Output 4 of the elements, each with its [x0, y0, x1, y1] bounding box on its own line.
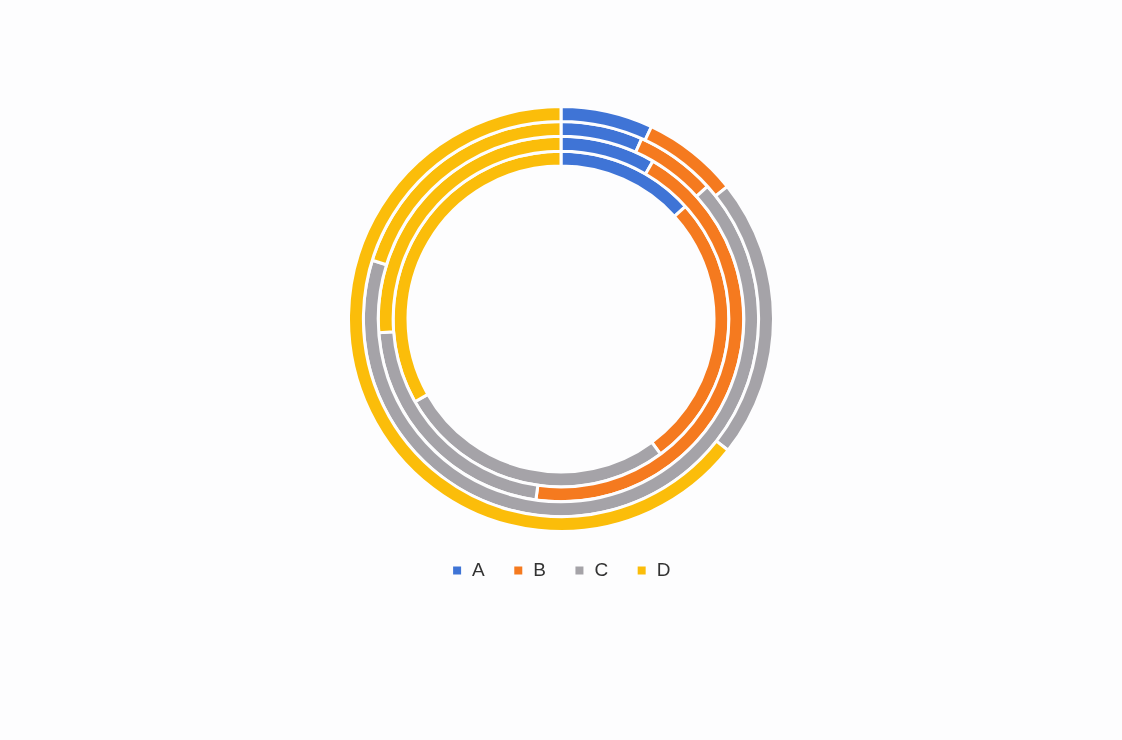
legend-label: A — [472, 558, 486, 580]
legend-label: B — [533, 558, 546, 580]
legend-label: C — [594, 558, 609, 580]
legend-label: D — [656, 558, 671, 580]
